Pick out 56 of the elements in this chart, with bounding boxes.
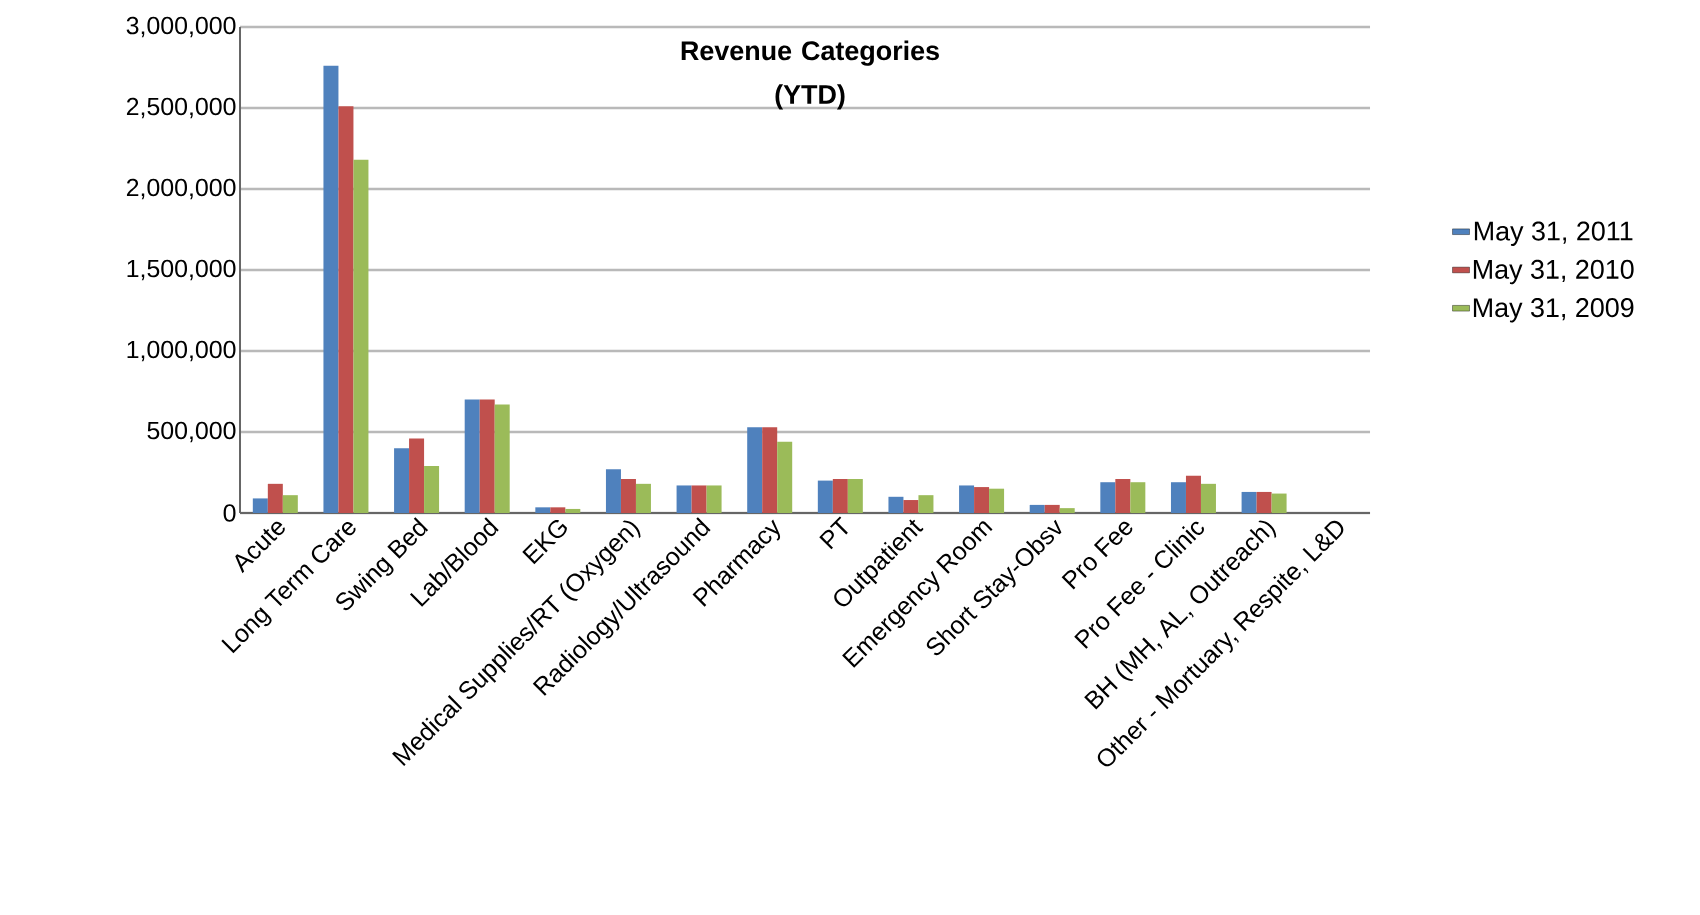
bar [847, 478, 863, 513]
bar [676, 485, 692, 513]
bar [353, 159, 369, 513]
bar [494, 404, 510, 513]
bar [832, 478, 848, 513]
bar [424, 466, 440, 513]
y-tick-label: 1,500,000 [127, 259, 236, 281]
bar [903, 500, 919, 513]
text: Revenue Categories (YTD) [681, 40, 939, 110]
bar [565, 508, 581, 513]
y-tick-label: 2,500,000 [126, 97, 236, 119]
y-tick-label: 500,000 [147, 421, 236, 443]
bar [620, 478, 636, 513]
bar [762, 427, 778, 513]
y-tick-label: 3,000,000 [126, 16, 236, 38]
bar [706, 485, 722, 513]
bar [691, 485, 707, 513]
bar [1256, 491, 1272, 513]
bar [777, 441, 793, 513]
bar [817, 480, 833, 513]
bar [338, 106, 354, 513]
bar [394, 448, 410, 513]
bar [1130, 482, 1146, 513]
bar [747, 427, 763, 513]
bar [1200, 483, 1216, 513]
bar [1115, 478, 1131, 513]
legend-label: May 31, 2010 [1473, 259, 1634, 285]
y-tick-label: 2,000,000 [126, 178, 236, 200]
bar [1185, 475, 1201, 513]
bar [888, 496, 904, 513]
bar [1100, 482, 1116, 513]
bar [1059, 508, 1075, 513]
bar [535, 507, 551, 513]
bar [267, 483, 283, 513]
bar [1170, 482, 1186, 513]
legend-label: May 31, 2009 [1473, 298, 1634, 323]
bar [409, 438, 425, 513]
bar [282, 495, 298, 513]
bar [1044, 504, 1060, 513]
bar [959, 485, 975, 513]
bar [323, 65, 339, 513]
bar [464, 399, 480, 513]
bar [605, 469, 621, 513]
bar [1241, 491, 1257, 513]
y-tick-label: 1,000,000 [127, 340, 236, 362]
bar [989, 488, 1005, 513]
bar [635, 483, 651, 513]
bar [550, 507, 566, 513]
bar [918, 495, 934, 513]
bar [252, 498, 268, 513]
y-tick-label: 0 [223, 504, 236, 522]
bar [1029, 504, 1045, 513]
legend-label: May 31, 2011 [1474, 221, 1633, 246]
bar [1271, 493, 1287, 513]
bar [974, 487, 990, 513]
bar [479, 399, 495, 513]
